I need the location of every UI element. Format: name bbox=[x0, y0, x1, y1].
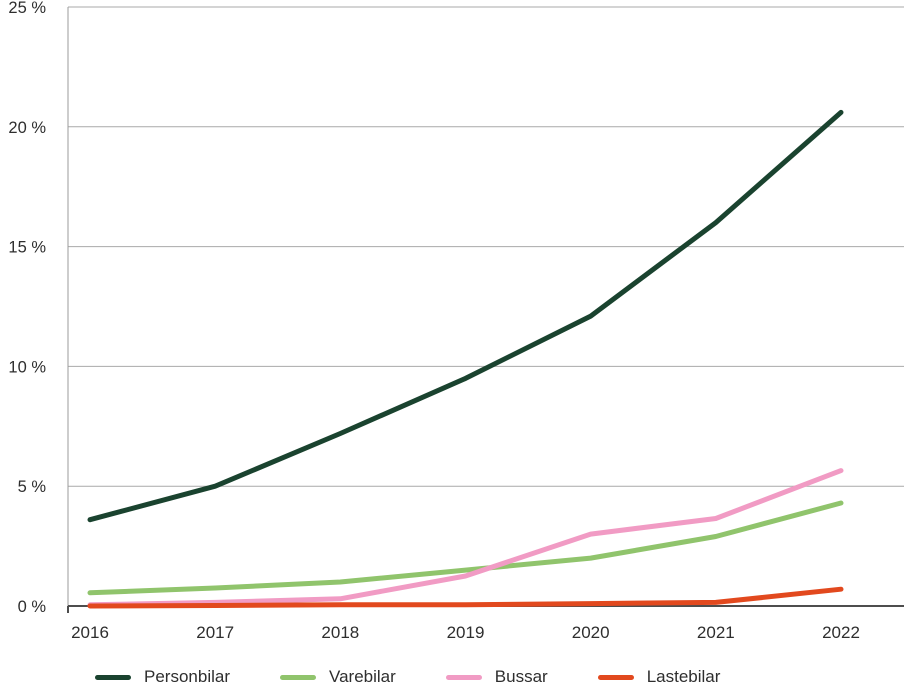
y-tick-label: 5 % bbox=[18, 478, 47, 496]
legend-label: Personbilar bbox=[144, 667, 230, 686]
legend-swatch-varebilar bbox=[280, 674, 316, 680]
y-tick-label: 25 % bbox=[8, 0, 46, 17]
legend-swatch-personbilar bbox=[95, 674, 131, 680]
chart-legend: Personbilar Varebilar Bussar Lastebilar bbox=[95, 667, 721, 686]
series-line-lastebilar bbox=[87, 586, 844, 609]
series-line-personbilar bbox=[87, 109, 844, 523]
series-line-varebilar bbox=[87, 500, 844, 596]
x-tick-label: 2017 bbox=[196, 623, 234, 642]
x-tick-label: 2022 bbox=[822, 623, 860, 642]
x-tick-label: 2016 bbox=[71, 623, 109, 642]
legend-item-bussar[interactable]: Bussar bbox=[445, 667, 548, 686]
y-tick-label: 20 % bbox=[8, 119, 46, 137]
chart-svg: 0 % 5 % 10 % 15 % 20 % 25 % 2016 2017 2018 2019 20… bbox=[8, 0, 904, 642]
legend-swatch-lastebilar bbox=[597, 674, 634, 680]
legend-label: Bussar bbox=[494, 667, 548, 686]
y-tick-label: 15 % bbox=[8, 239, 46, 257]
x-tick-label: 2021 bbox=[697, 623, 735, 642]
legend-label: Lastebilar bbox=[646, 667, 721, 686]
x-tick-label: 2019 bbox=[447, 623, 485, 642]
x-tick-label: 2018 bbox=[321, 623, 359, 642]
series-line-bussar bbox=[87, 468, 844, 608]
legend-item-varebilar[interactable]: Varebilar bbox=[280, 667, 396, 686]
legend-swatch-bussar bbox=[445, 674, 482, 680]
y-tick-label: 0 % bbox=[18, 598, 47, 616]
legend-label: Varebilar bbox=[329, 667, 396, 686]
legend-item-lastebilar[interactable]: Lastebilar bbox=[597, 667, 721, 686]
y-tick-label: 10 % bbox=[8, 358, 46, 376]
legend-item-personbilar[interactable]: Personbilar bbox=[95, 667, 230, 686]
x-tick-label: 2020 bbox=[572, 623, 610, 642]
